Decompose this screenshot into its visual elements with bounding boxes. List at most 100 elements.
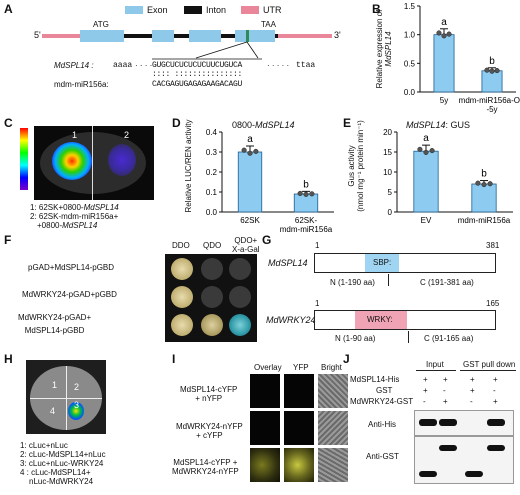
data-point [446, 31, 452, 37]
taa-label: TAA [261, 20, 276, 29]
i-img-r1-bright [318, 374, 348, 408]
h-item-3: 3: cLuc+nLuc-WRKY24 [20, 459, 104, 468]
dots-right: · · · · · [267, 61, 290, 70]
legend-utr-label: UTR [263, 5, 282, 15]
j-mark: - [443, 386, 446, 395]
y-tick-label: 1.0 [404, 31, 416, 40]
i-col-overlay: Overlay [254, 363, 282, 372]
bar [471, 183, 497, 213]
x-tick-label: mdm-miR156a-OE [459, 96, 520, 105]
legend-exon-label: Exon [147, 5, 168, 15]
c-note-2: 2: 62SK-mdm-miR156a+ [30, 212, 119, 221]
i-img-r2-overlay [250, 411, 280, 445]
j-mark: + [443, 375, 448, 384]
data-point [481, 182, 487, 188]
panel-label-c: C [4, 116, 13, 130]
significance-letter: a [423, 133, 429, 144]
g-p2-start: 1 [315, 299, 320, 308]
pairing-marks: :::: ::::::::::::::: [152, 70, 243, 79]
i-img-r3-overlay [250, 448, 280, 482]
luc-signal-2 [108, 144, 136, 176]
y-tick-label: 1.5 [404, 2, 416, 11]
luc-signal-1 [52, 142, 92, 180]
data-point [487, 181, 493, 187]
data-point [241, 147, 247, 153]
chart-e-title: MdSPL14: GUS [406, 120, 471, 130]
c-note-3: +0800-MdSPL14 [37, 221, 98, 230]
j-pulldown-label: GST pull down [463, 360, 516, 369]
bar [481, 70, 503, 93]
i-row-1: MdSPL14-cYFP + nYFP [180, 385, 238, 403]
wrky-domain-label: WRKY: [367, 315, 393, 324]
j-mark: + [470, 375, 475, 384]
y-tick-label: 10 [383, 168, 392, 177]
gene-diagram [42, 30, 332, 60]
j-mark: + [423, 375, 428, 384]
sbp-domain-label: SBP: [373, 258, 392, 267]
bar [237, 151, 263, 213]
mdspl14-seq-label: MdSPL14 : [54, 61, 94, 70]
g-p2-c: C (91-165 aa) [424, 334, 474, 343]
g-p1-n: N (1-190 aa) [330, 278, 375, 287]
panel-label-a: A [4, 2, 13, 16]
legend-exon-swatch [125, 6, 143, 14]
i-img-r3-yfp [284, 448, 314, 482]
intron-line [82, 34, 278, 38]
f-row-3: MdWRKY24-pGAD+ MdSPL14-pGBD [18, 313, 92, 335]
j-row-3-label: MdWRKY24-GST [350, 397, 414, 406]
dots-left: · · · · · [135, 61, 158, 70]
y-tick-label: 0.0 [404, 88, 416, 97]
x-tick-label: -5y [486, 105, 497, 114]
data-point [429, 148, 435, 154]
h-zone-3: 3 [74, 400, 80, 410]
j-blot-his [414, 410, 514, 436]
data-point [494, 68, 500, 74]
data-point [247, 150, 253, 156]
y-tick-label: 5 [388, 188, 393, 197]
bar [433, 34, 455, 93]
i-row-2: MdWRKY24-nYFP + cYFP [176, 422, 243, 440]
data-point [484, 67, 490, 73]
chart-b: 0.0 0.5 1.0 1.5 a 5y b mdm-miR156a-OE-5y [404, 2, 520, 114]
x-tick-label: mdm-miR156a [280, 225, 333, 233]
i-img-r3-bright [318, 448, 348, 482]
mirna-label: mdm-miR156a: [54, 80, 109, 89]
color-scale-bar [20, 128, 28, 190]
x-tick-label: mdm-miR156a [458, 216, 511, 225]
g-p1-bar: SBP: [314, 253, 496, 273]
three-prime-label: 3' [334, 30, 341, 40]
panel-label-i: I [172, 352, 176, 366]
legend-intron-swatch [184, 6, 202, 14]
h-luc-signal [68, 402, 84, 420]
mdspl14-seq-right: ttaa [296, 61, 316, 70]
chart-e-ylabel: Gus activity (nmol mg⁻¹ protein min⁻¹) [347, 120, 365, 212]
mdspl14-seq-left: aaaa [113, 61, 133, 70]
sbp-domain [365, 254, 399, 272]
f-col-qdo: QDO [203, 241, 222, 250]
data-point [297, 190, 303, 197]
data-point [436, 30, 442, 36]
significance-letter: b [481, 169, 487, 180]
g-p1-start: 1 [315, 241, 320, 250]
j-input-label: Input [426, 360, 444, 369]
j-mark: + [470, 386, 475, 395]
mdspl14-target-seq: GUGCUCUCUCUCUUCUGUCA [152, 61, 243, 70]
g-p2-name: MdWRKY24 [266, 315, 316, 325]
exon-3 [189, 30, 221, 42]
zone-2-label: 2 [124, 130, 130, 140]
j-anti-his-label: Anti-His [368, 420, 397, 429]
y-tick-label: 0.2 [206, 168, 218, 177]
g-p1-name: MdSPL14 [268, 258, 308, 268]
x-tick-label: 5y [440, 96, 448, 105]
panel-label-e: E [343, 116, 352, 130]
leaf-image: 1 2 [34, 126, 154, 200]
chart-e: 0 5 10 15 20 a EV b mdm-miR156a [383, 128, 513, 225]
g-p2-bar: WRKY: [314, 310, 496, 330]
exon-4 [235, 30, 275, 42]
j-anti-gst-label: Anti-GST [366, 452, 399, 461]
data-point [423, 149, 429, 155]
mirna-seq: CACGAGUGAGAGAAGACAGU [152, 80, 243, 89]
g-p2-n: N (1-90 aa) [335, 334, 376, 343]
data-point [441, 33, 447, 39]
i-row-3: MdSPL14-cYFP + MdWRKY24-nYFP [172, 458, 239, 476]
